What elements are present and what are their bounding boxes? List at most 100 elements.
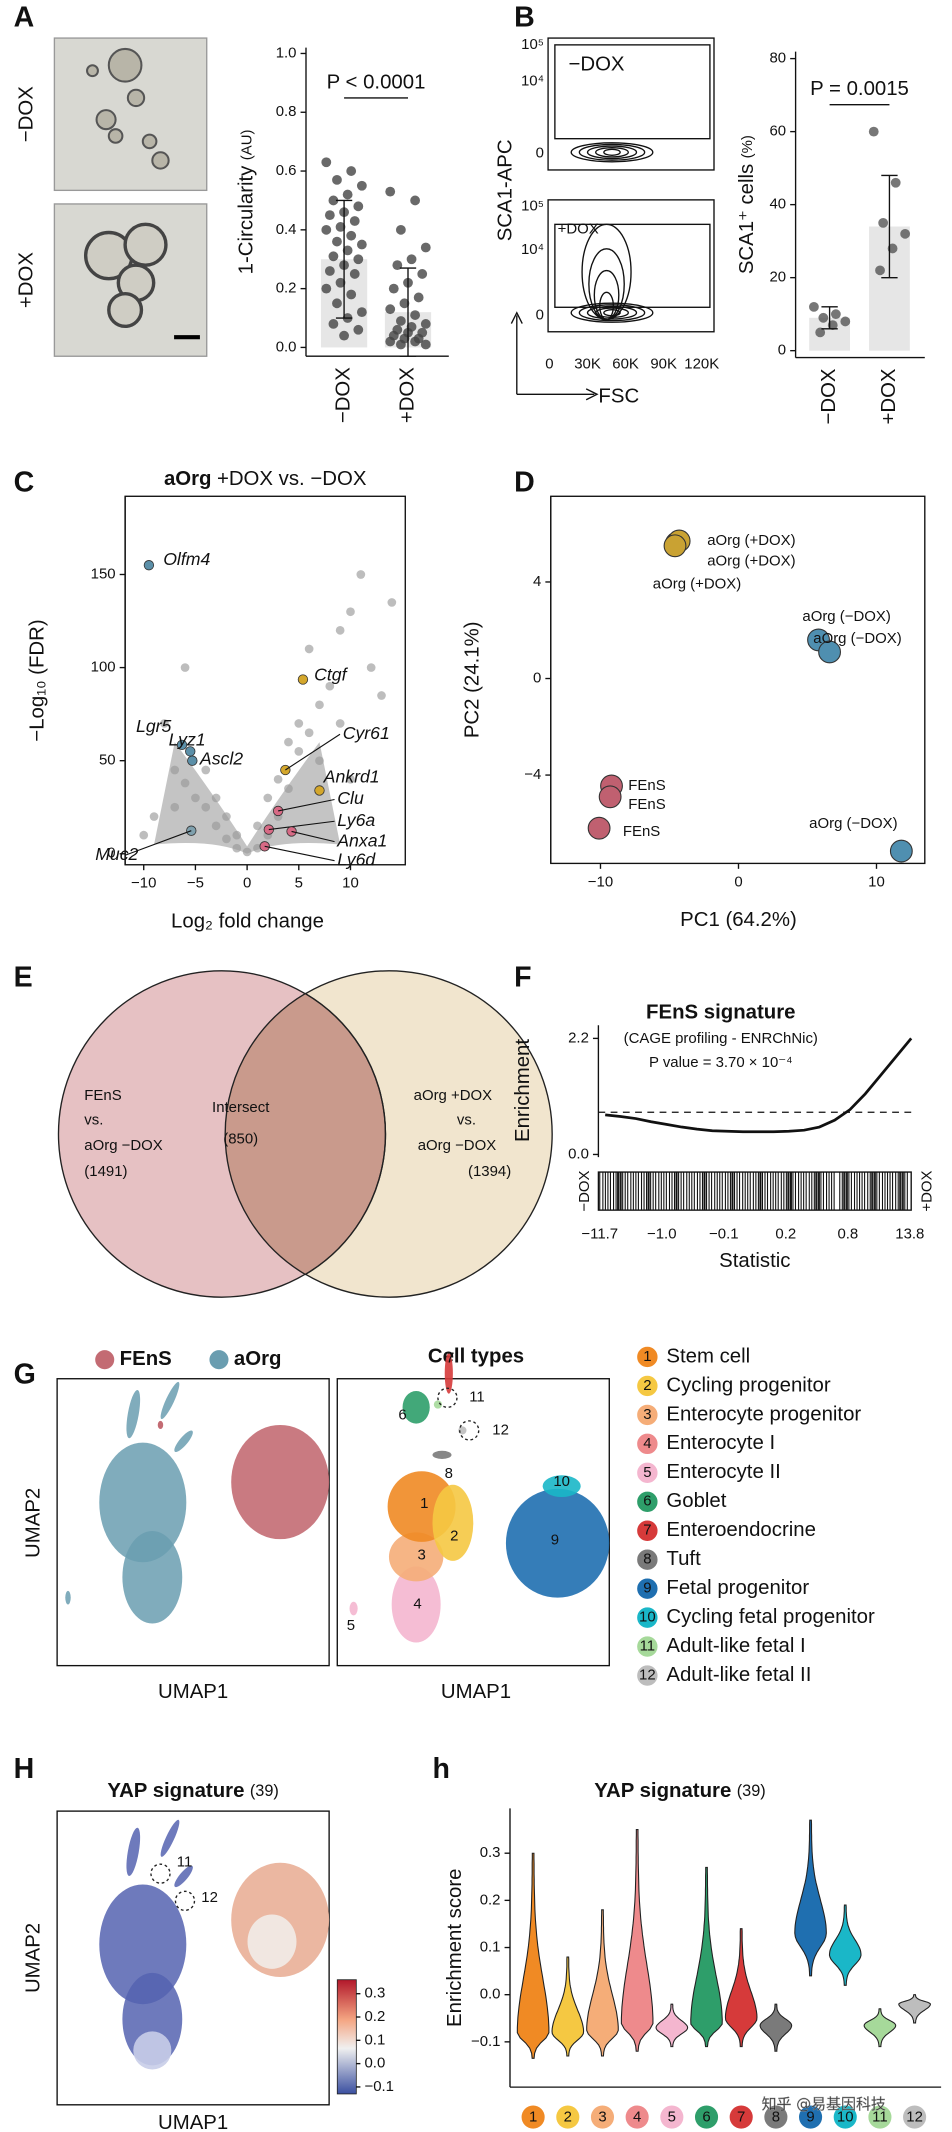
data-point: [420, 319, 431, 329]
umap-cluster: [133, 2031, 172, 2070]
colorbar-tick-label: 0.2: [364, 2008, 385, 2025]
cluster-label: 3: [417, 1546, 425, 1563]
data-point: [385, 304, 396, 315]
data-point: [410, 336, 421, 347]
data-point: [201, 765, 211, 775]
y-tick-label: 0.0: [568, 1145, 589, 1162]
x-tick-label: 12: [906, 2109, 923, 2126]
gene-label: Lgr5: [136, 716, 172, 736]
legend-label: FEnS: [120, 1348, 172, 1370]
category-badge: [694, 2105, 719, 2129]
flow-x-tick: 120K: [684, 355, 719, 372]
chart-title: FEnS signature: [646, 1001, 795, 1023]
cluster-label: 8: [445, 1465, 453, 1482]
category-badge: [903, 2105, 927, 2129]
violin: [655, 2003, 689, 2048]
data-point: [410, 310, 421, 320]
y-tick-label: −4: [524, 766, 541, 783]
umap-cluster: [160, 1819, 180, 1857]
error-bar: [335, 199, 353, 319]
legend-swatch: [635, 1490, 659, 1514]
colorbar-tick-label: 0.3: [364, 1985, 385, 2002]
flow-y-label: SCA1-APC: [494, 139, 516, 241]
y-tick-label: −0.1: [471, 2033, 501, 2050]
legend-swatch: [95, 1350, 115, 1370]
y-tick-label: 2.2: [568, 1029, 589, 1046]
data-point: [346, 607, 355, 617]
y-tick-label: 0: [107, 845, 115, 862]
side-label: −DOX: [576, 1171, 593, 1212]
x-tick-label: 6: [702, 2109, 710, 2126]
point-cloud: [154, 742, 341, 854]
data-point: [304, 728, 314, 738]
panel-label: h: [432, 1753, 449, 1785]
data-point: [332, 174, 342, 185]
data-point: [889, 839, 913, 863]
significance-label: P = 0.0015: [810, 78, 909, 100]
y-tick-label: 0.2: [276, 280, 297, 297]
data-point: [353, 324, 364, 335]
y-axis-label-text: SCA1⁺ cells: [736, 164, 758, 274]
gene-label: Anxa1: [336, 830, 387, 850]
flow-plot: [547, 37, 715, 171]
legend-label: Cycling fetal progenitor: [666, 1606, 875, 1628]
data-point: [294, 747, 304, 756]
y-axis-label-text: 1-Circularity: [236, 165, 258, 274]
legend-label: Stem cell: [666, 1345, 750, 1367]
data-point: [356, 570, 366, 579]
x-axis-label: Log₂ fold change: [171, 910, 324, 932]
umap-cluster: [391, 1566, 441, 1643]
contour: [586, 145, 638, 160]
y-axis-label: −Log₁₀ (FDR): [26, 619, 48, 741]
x-tick-label: −0.1: [709, 1226, 739, 1243]
y-tick-label: 0.2: [480, 1891, 501, 1908]
y-axis-label: PC2 (24.1%): [462, 622, 484, 739]
y-axis-label: 1-Circularity (AU): [236, 129, 258, 274]
category-badge: [590, 2105, 615, 2129]
row-label: +DOX: [16, 252, 38, 308]
umap-frame: [56, 1810, 330, 2106]
data-point: [242, 847, 252, 857]
x-tick-label: 0: [243, 875, 251, 892]
cluster-label: 9: [551, 1531, 559, 1548]
data-point: [324, 210, 335, 221]
chart-title-text: YAP signature: [594, 1780, 731, 1802]
legend-label: Adult-like fetal I: [666, 1635, 805, 1657]
violin: [863, 2008, 897, 2048]
y-axis-label-unit: (AU): [238, 129, 255, 160]
y-tick-label: 0.4: [276, 221, 297, 238]
legend-label: Fetal progenitor: [666, 1577, 809, 1599]
legend-label: aOrg: [234, 1348, 282, 1370]
gene-label: Ly6d: [337, 849, 376, 869]
data-point: [222, 812, 231, 821]
data-point: [395, 316, 406, 326]
gene-label: Ctgf: [314, 664, 348, 684]
legend-label: Goblet: [666, 1490, 726, 1512]
legend-number: 6: [643, 1493, 651, 1510]
venn-right-text: aOrg +DOX: [414, 1087, 492, 1104]
y-tick-label: 40: [769, 196, 786, 213]
umap-cluster: [402, 1390, 430, 1424]
violin: [690, 1866, 723, 2048]
legend-swatch: [635, 1374, 659, 1398]
panel-label: H: [14, 1753, 35, 1785]
cluster-label: 10: [553, 1473, 570, 1490]
panel-label: E: [14, 962, 33, 994]
x-tick-label: −11.7: [581, 1226, 618, 1243]
category-badge: [764, 2105, 788, 2129]
leader-line: [278, 798, 335, 812]
data-point: [827, 320, 838, 331]
data-point: [878, 217, 889, 228]
umap-cluster: [99, 1442, 187, 1563]
organoid: [151, 151, 170, 170]
data-point: [339, 330, 349, 341]
data-point: [324, 266, 335, 276]
data-point: [413, 292, 424, 303]
x-tick-label: 9: [806, 2109, 814, 2126]
data-point: [385, 336, 396, 347]
flow-x-tick: 0: [545, 355, 553, 372]
data-point: [663, 534, 687, 558]
point-label: aOrg (+DOX): [707, 532, 795, 549]
legend-number: 10: [639, 1609, 656, 1626]
umap-cluster: [432, 1484, 474, 1561]
